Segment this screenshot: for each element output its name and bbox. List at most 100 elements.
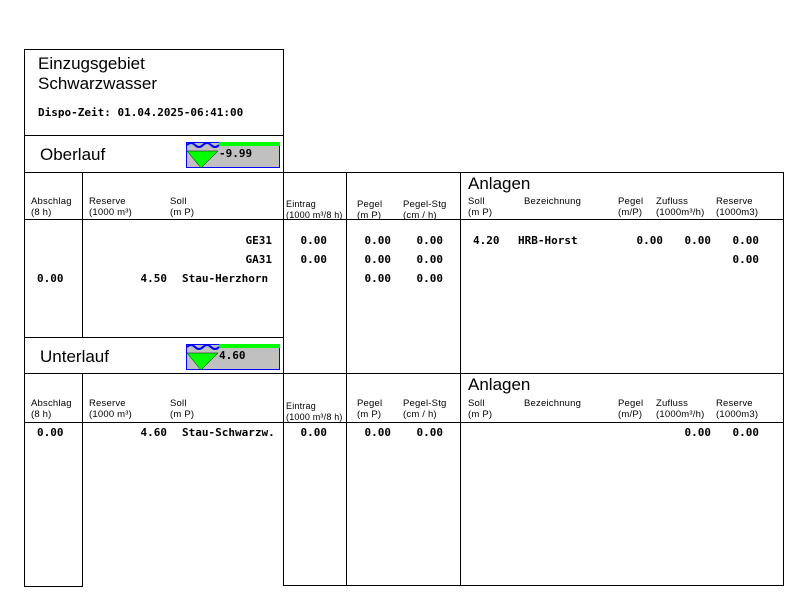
col-unit: (m P) xyxy=(468,207,493,218)
col-unit: (m P) xyxy=(468,409,493,420)
col-unit: (m/P) xyxy=(618,207,643,218)
anl-col-pegel: Pegel (m/P) xyxy=(618,196,643,218)
reserve: 0.00 xyxy=(732,253,760,266)
anl-col-soll: Soll (m P) xyxy=(468,398,492,420)
divider xyxy=(24,135,284,136)
divider xyxy=(460,172,461,586)
pegel: 0.00 xyxy=(364,234,392,247)
water-level-bar xyxy=(219,344,280,348)
title-line1: Einzugsgebiet xyxy=(38,54,145,73)
col-label: Pegel xyxy=(357,199,383,210)
col-unit: (cm / h) xyxy=(403,409,437,420)
col-label: Reserve xyxy=(89,398,126,409)
abschlag-value: 0.00 xyxy=(37,426,64,439)
name: GA31 xyxy=(245,253,273,266)
soll: 4.20 xyxy=(473,234,500,247)
eintrag: 0.00 xyxy=(300,253,328,266)
col-unit: (m P) xyxy=(357,210,382,221)
col-label: Zufluss xyxy=(656,398,689,409)
abschlag-value: 0.00 xyxy=(37,272,64,285)
col-pegel: Pegel (m P) xyxy=(357,398,382,420)
zufluss: 0.00 xyxy=(684,426,712,439)
reserve: 0.00 xyxy=(732,234,760,247)
col-label: Reserve xyxy=(89,196,126,207)
col-unit: (1000m3) xyxy=(716,409,759,420)
soll: 4.50 xyxy=(140,272,168,285)
water-level-gauge-unterlauf: 4.60 xyxy=(186,344,280,371)
col-label: Pegel xyxy=(618,196,644,207)
pegel-stg: 0.00 xyxy=(416,234,444,247)
col-label: Soll xyxy=(170,398,187,409)
col-pegel-stg: Pegel-Stg (cm / h) xyxy=(403,398,447,420)
pegel: 0.00 xyxy=(636,234,664,247)
name: GE31 xyxy=(245,234,273,247)
col-unit: (m P) xyxy=(170,409,195,420)
pegel: 0.00 xyxy=(364,272,392,285)
gauge-value: 4.60 xyxy=(219,349,246,362)
anl-col-reserve: Reserve (1000m3) xyxy=(716,398,758,420)
col-label: Zufluss xyxy=(656,196,689,207)
divider xyxy=(24,172,784,173)
col-label: Soll xyxy=(468,196,485,207)
name: Stau-Schwarzw. xyxy=(182,426,275,439)
divider xyxy=(783,172,784,586)
reserve: 0.00 xyxy=(732,426,760,439)
anl-col-soll: Soll (m P) xyxy=(468,196,492,218)
col-unit: (8 h) xyxy=(31,207,52,218)
col-label: Pegel-Stg xyxy=(403,199,447,210)
col-reserve: Reserve (1000 m³) xyxy=(89,398,132,420)
pegel-stg: 0.00 xyxy=(416,272,444,285)
divider xyxy=(24,219,784,220)
eintrag: 0.00 xyxy=(300,234,328,247)
divider xyxy=(283,49,284,586)
divider xyxy=(24,49,284,50)
divider xyxy=(82,373,83,587)
water-level-bar xyxy=(219,142,280,146)
eintrag: 0.00 xyxy=(300,426,328,439)
gauge-value: -9.99 xyxy=(219,147,253,160)
anl-col-bezeichnung: Bezeichnung xyxy=(524,398,582,409)
anl-col-zufluss: Zufluss (1000m³/h) xyxy=(656,398,704,420)
col-soll: Soll (m P) xyxy=(170,398,194,420)
col-label: Eintrag xyxy=(286,401,316,411)
col-label: Soll xyxy=(468,398,485,409)
water-level-gauge-oberlauf: -9.99 xyxy=(186,142,280,169)
col-unit: (1000 m³) xyxy=(89,207,132,218)
anl-col-reserve: Reserve (1000m3) xyxy=(716,196,758,218)
col-label: Reserve xyxy=(716,398,753,409)
water-level-icon xyxy=(186,344,220,371)
pegel: 0.00 xyxy=(364,426,392,439)
col-unit: (m P) xyxy=(357,409,382,420)
anl-col-zufluss: Zufluss (1000m³/h) xyxy=(656,196,704,218)
anl-col-bezeichnung: Bezeichnung xyxy=(524,196,582,207)
divider xyxy=(346,172,347,586)
divider xyxy=(24,373,784,374)
section-label-oberlauf[interactable]: Oberlauf xyxy=(40,145,106,164)
col-unit: (cm / h) xyxy=(403,210,437,221)
col-unit: (1000 m³/8 h) xyxy=(286,210,343,220)
pegel: 0.00 xyxy=(364,253,392,266)
col-label: Abschlag xyxy=(31,398,72,409)
divider xyxy=(24,586,82,587)
col-unit: (1000m3) xyxy=(716,207,759,218)
col-unit: (1000m³/h) xyxy=(656,409,705,420)
col-label: Abschlag xyxy=(31,196,72,207)
pegel-stg: 0.00 xyxy=(416,253,444,266)
col-unit: (m/P) xyxy=(618,409,643,420)
col-eintrag: Eintrag (1000 m³/8 h) xyxy=(286,401,343,423)
col-label: Eintrag xyxy=(286,199,316,209)
col-label: Pegel xyxy=(618,398,644,409)
col-reserve: Reserve (1000 m³) xyxy=(89,196,132,218)
col-unit: (1000 m³/8 h) xyxy=(286,412,343,422)
divider xyxy=(24,49,25,587)
name: Stau-Herzhorn xyxy=(182,272,269,285)
col-soll: Soll (m P) xyxy=(170,196,194,218)
section-label-unterlauf[interactable]: Unterlauf xyxy=(40,347,109,366)
divider xyxy=(24,337,284,338)
pegel-stg: 0.00 xyxy=(416,426,444,439)
col-pegel: Pegel (m P) xyxy=(357,199,382,221)
col-abschlag: Abschlag (8 h) xyxy=(31,196,72,218)
col-abschlag: Abschlag (8 h) xyxy=(31,398,72,420)
anl-col-pegel: Pegel (m/P) xyxy=(618,398,643,420)
